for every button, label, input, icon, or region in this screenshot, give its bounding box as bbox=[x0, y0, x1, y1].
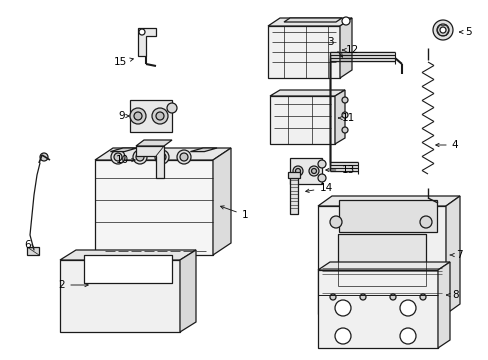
Polygon shape bbox=[136, 146, 163, 178]
Circle shape bbox=[295, 168, 300, 174]
Polygon shape bbox=[269, 90, 345, 96]
Text: 13: 13 bbox=[325, 165, 354, 175]
Polygon shape bbox=[130, 100, 172, 132]
Circle shape bbox=[156, 112, 163, 120]
Polygon shape bbox=[284, 18, 341, 22]
Circle shape bbox=[317, 160, 325, 168]
Text: 10: 10 bbox=[115, 155, 135, 165]
Circle shape bbox=[341, 97, 347, 103]
Circle shape bbox=[399, 300, 415, 316]
Circle shape bbox=[329, 216, 341, 228]
Circle shape bbox=[139, 29, 145, 35]
Circle shape bbox=[334, 300, 350, 316]
Polygon shape bbox=[317, 262, 449, 270]
Circle shape bbox=[136, 153, 143, 161]
Circle shape bbox=[130, 108, 146, 124]
Text: 6: 6 bbox=[24, 240, 34, 250]
Polygon shape bbox=[267, 26, 339, 78]
Polygon shape bbox=[369, 314, 397, 330]
Circle shape bbox=[399, 328, 415, 344]
Text: 14: 14 bbox=[305, 183, 332, 193]
Polygon shape bbox=[136, 140, 172, 146]
Text: 4: 4 bbox=[435, 140, 457, 150]
Circle shape bbox=[341, 112, 347, 118]
Polygon shape bbox=[327, 314, 355, 330]
Circle shape bbox=[292, 166, 303, 176]
Polygon shape bbox=[445, 196, 459, 314]
Circle shape bbox=[419, 216, 431, 228]
Polygon shape bbox=[95, 148, 230, 160]
Text: 1: 1 bbox=[220, 206, 248, 220]
Circle shape bbox=[432, 20, 452, 40]
Circle shape bbox=[439, 27, 445, 33]
Circle shape bbox=[308, 166, 318, 176]
Text: 3: 3 bbox=[326, 37, 342, 57]
Circle shape bbox=[421, 320, 429, 328]
Circle shape bbox=[317, 174, 325, 182]
Text: 8: 8 bbox=[446, 290, 458, 300]
Circle shape bbox=[40, 153, 48, 161]
Polygon shape bbox=[213, 148, 230, 255]
Text: 7: 7 bbox=[449, 250, 461, 260]
Circle shape bbox=[419, 276, 431, 288]
Polygon shape bbox=[190, 148, 217, 152]
Polygon shape bbox=[60, 260, 180, 332]
Circle shape bbox=[134, 112, 142, 120]
Circle shape bbox=[180, 153, 187, 161]
Text: 12: 12 bbox=[342, 45, 358, 55]
Polygon shape bbox=[437, 262, 449, 348]
Polygon shape bbox=[138, 28, 156, 56]
Circle shape bbox=[334, 328, 350, 344]
Circle shape bbox=[311, 168, 316, 174]
Circle shape bbox=[155, 150, 169, 164]
Bar bbox=[27, 247, 39, 255]
Circle shape bbox=[158, 153, 165, 161]
Circle shape bbox=[359, 294, 365, 300]
Text: 2: 2 bbox=[59, 280, 88, 290]
Text: 15: 15 bbox=[113, 57, 133, 67]
Polygon shape bbox=[180, 250, 196, 332]
Polygon shape bbox=[339, 18, 351, 78]
Circle shape bbox=[341, 17, 349, 25]
Circle shape bbox=[337, 320, 346, 328]
Polygon shape bbox=[317, 196, 459, 206]
Circle shape bbox=[379, 320, 387, 328]
Text: 9: 9 bbox=[119, 111, 129, 121]
Polygon shape bbox=[267, 18, 351, 26]
Circle shape bbox=[133, 150, 147, 164]
Circle shape bbox=[419, 294, 425, 300]
Circle shape bbox=[114, 153, 122, 161]
Polygon shape bbox=[338, 200, 436, 232]
Polygon shape bbox=[84, 255, 172, 283]
Polygon shape bbox=[337, 234, 425, 286]
Circle shape bbox=[341, 127, 347, 133]
Polygon shape bbox=[95, 160, 213, 255]
Circle shape bbox=[167, 103, 177, 113]
Circle shape bbox=[152, 108, 168, 124]
Polygon shape bbox=[269, 96, 334, 144]
Polygon shape bbox=[317, 270, 437, 348]
Polygon shape bbox=[287, 172, 299, 178]
Circle shape bbox=[177, 150, 191, 164]
Polygon shape bbox=[411, 314, 439, 330]
Polygon shape bbox=[110, 148, 137, 152]
Polygon shape bbox=[317, 206, 445, 314]
Polygon shape bbox=[289, 158, 321, 184]
Text: 5: 5 bbox=[459, 27, 471, 37]
Circle shape bbox=[436, 24, 448, 36]
Polygon shape bbox=[60, 250, 196, 260]
Circle shape bbox=[329, 276, 341, 288]
Bar bbox=[289, 178, 297, 214]
Circle shape bbox=[389, 294, 395, 300]
Circle shape bbox=[111, 150, 125, 164]
Text: 11: 11 bbox=[338, 113, 354, 123]
Polygon shape bbox=[334, 90, 345, 144]
Circle shape bbox=[329, 294, 335, 300]
